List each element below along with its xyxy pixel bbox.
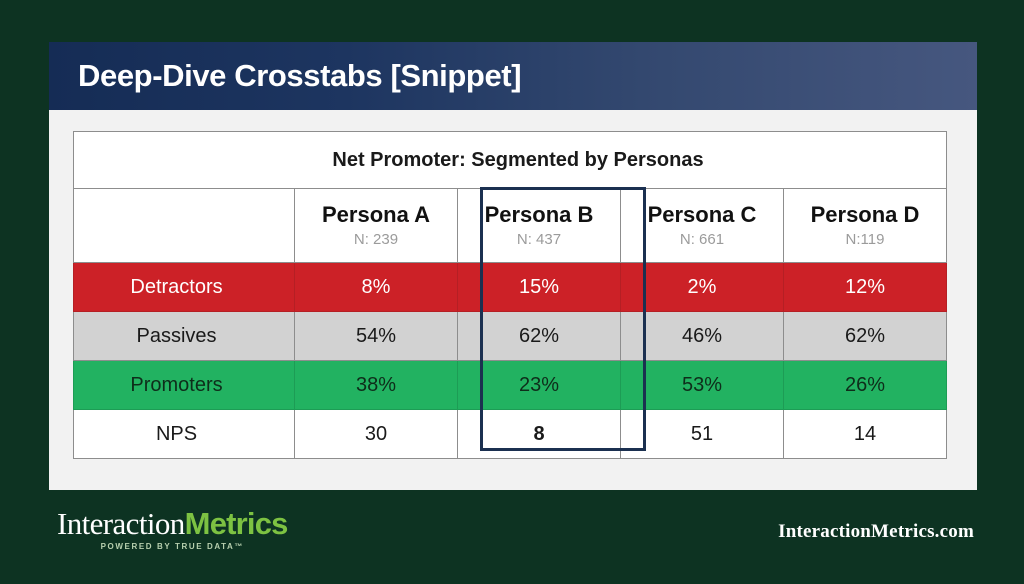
brand-logo[interactable]: InteractionMetrics POWERED BY TRUE DATA™ (57, 508, 288, 551)
column-name: Persona C (647, 201, 757, 227)
cell-promoters-persona-c: 53% (620, 360, 784, 410)
crosstab-table-wrapper: Net Promoter: Segmented by Personas Pers… (72, 131, 948, 459)
page-title: Deep-Dive Crosstabs [Snippet] (78, 58, 522, 93)
table-corner-cell (73, 188, 295, 263)
cell-nps-persona-a: 30 (294, 409, 458, 459)
crosstab-table: Net Promoter: Segmented by Personas Pers… (72, 131, 948, 459)
column-header-persona-b[interactable]: Persona B N: 437 (457, 188, 621, 263)
cell-nps-persona-d: 14 (782, 409, 948, 459)
cell-detractors-persona-a: 8% (294, 262, 458, 312)
row-label-promoters: Promoters (73, 360, 295, 410)
content-card: Deep-Dive Crosstabs [Snippet] Net Promot… (49, 42, 977, 490)
table-header-row: Persona A N: 239 Persona B N: 437 Person… (73, 188, 948, 263)
table-section-title-row: Net Promoter: Segmented by Personas (72, 131, 948, 189)
table-row: NPS 30 8 51 14 (73, 409, 948, 459)
column-sample-size: N: 239 (353, 230, 399, 248)
logo-text-interaction: Interaction (57, 506, 185, 541)
column-header-persona-a[interactable]: Persona A N: 239 (294, 188, 458, 263)
column-name: Persona B (484, 201, 594, 227)
table-row: Passives 54% 62% 46% 62% (73, 311, 948, 361)
cell-promoters-persona-a: 38% (294, 360, 458, 410)
row-label-nps: NPS (73, 409, 295, 459)
table-row: Detractors 8% 15% 2% 12% (73, 262, 948, 312)
logo-tagline: POWERED BY TRUE DATA™ (100, 542, 244, 551)
cell-nps-persona-b: 8 (457, 409, 621, 459)
cell-promoters-persona-b: 23% (457, 360, 621, 410)
column-sample-size: N: 661 (679, 230, 725, 248)
column-sample-size: N: 437 (516, 230, 562, 248)
cell-passives-persona-c: 46% (620, 311, 784, 361)
row-label-detractors: Detractors (73, 262, 295, 312)
cell-detractors-persona-b: 15% (457, 262, 621, 312)
cell-passives-persona-a: 54% (294, 311, 458, 361)
logo-text-metrics: Metrics (184, 506, 289, 541)
table-section-title: Net Promoter: Segmented by Personas (72, 131, 948, 189)
column-sample-size: N:119 (845, 230, 885, 248)
column-header-persona-c[interactable]: Persona C N: 661 (620, 188, 784, 263)
website-url[interactable]: InteractionMetrics.com (778, 521, 974, 542)
column-header-persona-d[interactable]: Persona D N:119 (782, 188, 948, 263)
slide-footer: InteractionMetrics POWERED BY TRUE DATA™… (0, 490, 1024, 584)
cell-passives-persona-b: 62% (457, 311, 621, 361)
table-row: Promoters 38% 23% 53% 26% (73, 360, 948, 410)
cell-detractors-persona-c: 2% (620, 262, 784, 312)
column-name: Persona D (810, 201, 920, 227)
slide-title-bar: Deep-Dive Crosstabs [Snippet] (49, 42, 977, 110)
row-label-passives: Passives (73, 311, 295, 361)
cell-passives-persona-d: 62% (782, 311, 948, 361)
cell-detractors-persona-d: 12% (782, 262, 948, 312)
cell-promoters-persona-d: 26% (782, 360, 948, 410)
cell-nps-persona-c: 51 (620, 409, 784, 459)
column-name: Persona A (321, 201, 430, 227)
